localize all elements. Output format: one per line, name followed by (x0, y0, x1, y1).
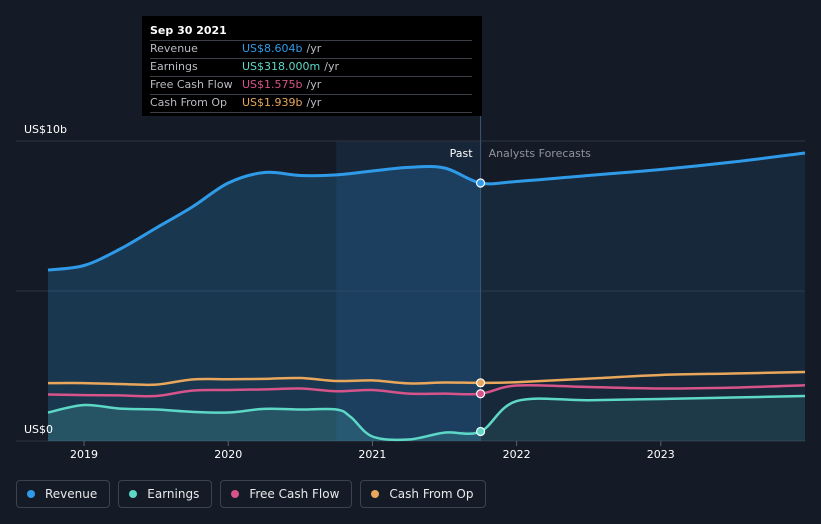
x-tick-label: 2020 (214, 448, 242, 461)
tooltip-unit: /yr (306, 78, 322, 91)
tooltip-label: Earnings (150, 60, 198, 73)
legend-item-free-cash-flow[interactable]: Free Cash Flow (220, 480, 353, 508)
tooltip-row-revenue: Revenue US$8.604b /yr (150, 40, 472, 58)
forecast-label: Analysts Forecasts (489, 147, 592, 160)
legend-label: Free Cash Flow (249, 487, 340, 501)
legend-dot-icon (27, 490, 35, 498)
y-label-top: US$10b (24, 123, 67, 136)
x-tick-label: 2023 (647, 448, 675, 461)
tooltip: Sep 30 2021 Revenue US$8.604b /yr Earnin… (142, 16, 482, 116)
legend-dot-icon (371, 490, 380, 498)
earnings-marker (475, 426, 486, 437)
past-label: Past (450, 147, 474, 160)
cash-from-op-line (47, 370, 806, 387)
tooltip-value: US$1.575b (242, 78, 303, 91)
legend-item-earnings[interactable]: Earnings (118, 480, 213, 508)
x-tick-label: 2019 (70, 448, 98, 461)
legend-item-revenue[interactable]: Revenue (16, 480, 111, 508)
free-cash-flow-line (47, 383, 806, 398)
tooltip-label: Free Cash Flow (150, 78, 233, 91)
x-tick-label: 2022 (503, 448, 531, 461)
tooltip-unit: /yr (306, 42, 322, 55)
revenue-area-forecast (480, 153, 805, 441)
tooltip-unit: /yr (324, 60, 339, 73)
earnings-area-past (48, 404, 481, 441)
revenue-marker (475, 178, 486, 188)
earnings-line (47, 394, 806, 442)
cash-from-op-marker (475, 378, 486, 388)
legend-label: Earnings (147, 487, 200, 501)
legend: Revenue Earnings Free Cash Flow Cash Fro… (16, 480, 487, 508)
tooltip-value: US$318.000m (242, 60, 321, 73)
free-cash-flow-marker (475, 389, 486, 399)
legend-dot-icon (129, 490, 138, 498)
tooltip-row-free-cash-flow: Free Cash Flow US$1.575b /yr (150, 76, 472, 94)
tooltip-row-cash-from-op: Cash From Op US$1.939b /yr (150, 94, 472, 113)
y-label-bottom: US$0 (24, 423, 53, 436)
legend-item-cash-from-op[interactable]: Cash From Op (360, 480, 487, 508)
tooltip-label: Cash From Op (150, 96, 228, 109)
revenue-line (47, 151, 806, 272)
tooltip-value: US$1.939b (242, 96, 303, 109)
tooltip-label: Revenue (150, 42, 198, 55)
legend-dot-icon (231, 490, 240, 498)
x-tick-label: 2021 (358, 448, 386, 461)
tooltip-unit: /yr (306, 96, 322, 109)
earnings-area-forecast (480, 396, 805, 441)
legend-label: Revenue (45, 487, 98, 501)
tooltip-row-earnings: Earnings US$318.000m /yr (150, 58, 472, 76)
tooltip-value: US$8.604b (242, 42, 303, 55)
revenue-area-past (48, 166, 481, 442)
legend-label: Cash From Op (389, 487, 474, 501)
tooltip-date: Sep 30 2021 (150, 24, 227, 37)
